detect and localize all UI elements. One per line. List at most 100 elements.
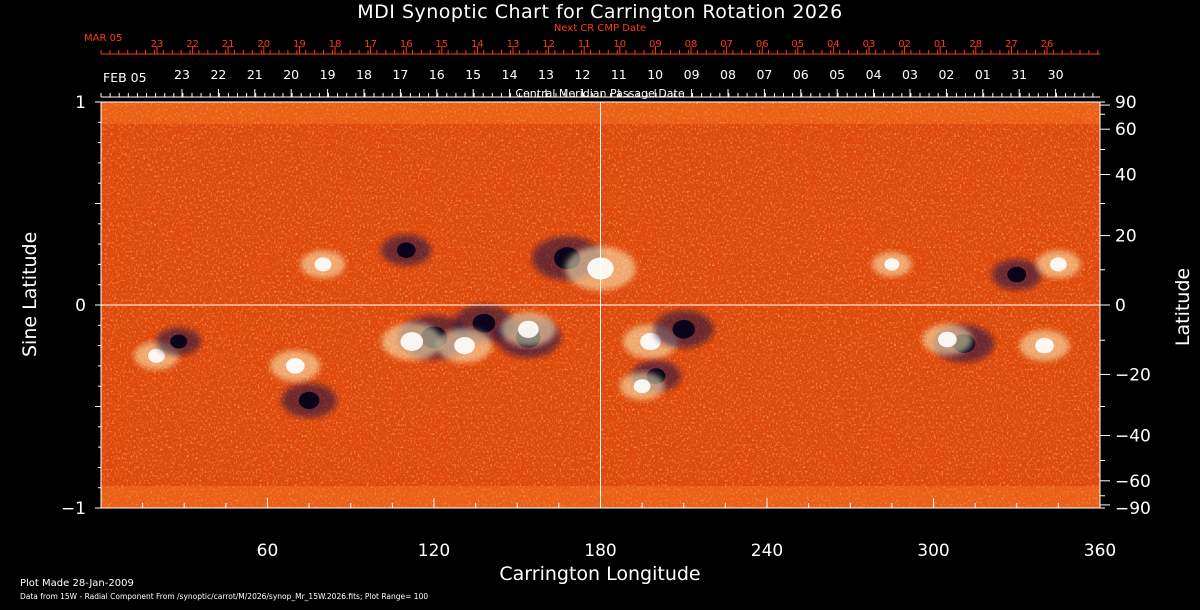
next-cmp-day-label: 15 (435, 39, 448, 50)
cmp-day-label: 04 (866, 67, 882, 82)
cmp-day-label: 22 (210, 67, 226, 82)
cmp-day-label: 30 (1048, 67, 1064, 82)
cmp-day-label: 21 (247, 67, 263, 82)
cmp-day-label: 18 (356, 67, 372, 82)
plot-made-note: Plot Made 28-Jan-2009 (20, 578, 134, 589)
feature-core (884, 258, 900, 271)
magnetic-feature-positive-22 (1035, 250, 1081, 279)
magnetic-feature-negative-21 (991, 258, 1042, 291)
next-cmp-day-label: 14 (471, 39, 484, 50)
magnetic-feature-negative-10 (281, 383, 337, 418)
x-tick-label: 60 (257, 541, 279, 561)
x-tick-label: 360 (1084, 541, 1116, 561)
y-tick-label-left: 0 (75, 296, 86, 316)
next-cmp-day-label: 27 (1005, 39, 1018, 50)
feature-core (633, 379, 651, 394)
next-cmp-day-label: 20 (257, 39, 270, 50)
magnetic-feature-positive-9 (500, 312, 556, 347)
y-tick-label-right: −20 (1115, 365, 1151, 385)
cmp-day-label: 01 (975, 67, 991, 82)
cmp-day-label: 23 (174, 67, 190, 82)
feature-core (1007, 266, 1027, 283)
feature-core (148, 348, 165, 363)
y-tick-label-left: −1 (61, 499, 86, 519)
magnetic-feature-positive-5 (381, 322, 442, 361)
next-cmp-day-label: 09 (649, 39, 662, 50)
cmp-day-label: 19 (320, 67, 336, 82)
feature-core (454, 337, 475, 355)
x-tick-label: 180 (584, 541, 616, 561)
chart-title: MDI Synoptic Chart for Carrington Rotati… (357, 1, 843, 23)
cmp-day-label: 13 (538, 67, 554, 82)
y-tick-label-right: 90 (1115, 93, 1137, 113)
x-tick-label: 120 (418, 541, 450, 561)
cmp-day-label: 06 (793, 67, 809, 82)
magnetic-feature-positive-19 (922, 323, 973, 356)
cmp-day-label: 03 (902, 67, 918, 82)
magnetic-feature-positive-11 (270, 350, 321, 382)
feature-core (938, 331, 957, 348)
feature-core (314, 257, 332, 272)
x-tick-label: 300 (917, 541, 949, 561)
next-cmp-day-label: 05 (791, 39, 804, 50)
cmp-day-label: 09 (684, 67, 700, 82)
feature-core (170, 334, 188, 349)
y-tick-label-right: −90 (1115, 499, 1151, 519)
magnetic-feature-positive-20 (1019, 330, 1070, 362)
y-axis-label-left: Sine Latitude (19, 231, 41, 357)
next-cmp-day-label: 08 (685, 39, 698, 50)
cmp-day-label: 20 (283, 67, 299, 82)
x-tick-label: 240 (751, 541, 783, 561)
cmp-month-label: FEB 05 (103, 70, 147, 85)
next-cmp-day-label: 03 (863, 39, 876, 50)
feature-core (1035, 337, 1054, 354)
magnetic-feature-positive-17 (619, 372, 665, 401)
next-cmp-day-label: 18 (329, 39, 342, 50)
feature-core (400, 332, 424, 351)
next-cmp-day-label: 13 (507, 39, 520, 50)
y-axis-label-right: Latitude (1172, 267, 1194, 347)
cmp-day-label: 08 (720, 67, 736, 82)
cmp-day-label: 14 (502, 67, 518, 82)
feature-core (672, 319, 696, 339)
magnetic-feature-negative-15 (653, 310, 714, 349)
feature-core (298, 391, 320, 410)
feature-core (472, 313, 496, 333)
feature-core (396, 242, 416, 258)
cmp-day-label: 17 (392, 67, 408, 82)
y-tick-label-right: 60 (1115, 120, 1137, 140)
next-cmp-axis-label: Next CR CMP Date (553, 23, 647, 34)
cmp-day-label: 11 (611, 67, 627, 82)
next-cmp-day-label: 10 (613, 39, 626, 50)
cmp-day-label: 12 (574, 67, 590, 82)
feature-core (518, 320, 539, 338)
next-cmp-day-label: 26 (1041, 39, 1054, 50)
next-cmp-day-label: 06 (756, 39, 769, 50)
x-axis-label: Carrington Longitude (499, 563, 701, 585)
magnetic-feature-positive-24 (300, 250, 346, 279)
y-tick-label-left: 1 (75, 93, 86, 113)
y-tick-label-right: 20 (1115, 227, 1137, 247)
cmp-day-label: 10 (647, 67, 663, 82)
next-cmp-day-label: 01 (934, 39, 947, 50)
next-cmp-day-label: 12 (542, 39, 555, 50)
next-cmp-day-label: 04 (827, 39, 840, 50)
next-cmp-month-label: MAR 05 (84, 33, 122, 44)
feature-core (640, 332, 661, 351)
next-cmp-day-label: 07 (720, 39, 733, 50)
next-cmp-day-label: 02 (898, 39, 911, 50)
next-cmp-day-label: 17 (364, 39, 377, 50)
magnetic-feature-positive-23 (872, 252, 912, 277)
cmp-day-label: 16 (429, 67, 445, 82)
next-cmp-day-label: 19 (293, 39, 306, 50)
magnetic-feature-negative-3 (381, 234, 432, 266)
y-tick-label-right: 0 (1115, 296, 1126, 316)
next-cmp-day-label: 22 (186, 39, 199, 50)
y-tick-label-right: −60 (1115, 472, 1151, 492)
cmp-day-label: 05 (829, 67, 845, 82)
magnetic-feature-negative-13 (156, 327, 202, 356)
feature-core (285, 358, 305, 374)
next-cmp-day-label: 23 (151, 39, 164, 50)
